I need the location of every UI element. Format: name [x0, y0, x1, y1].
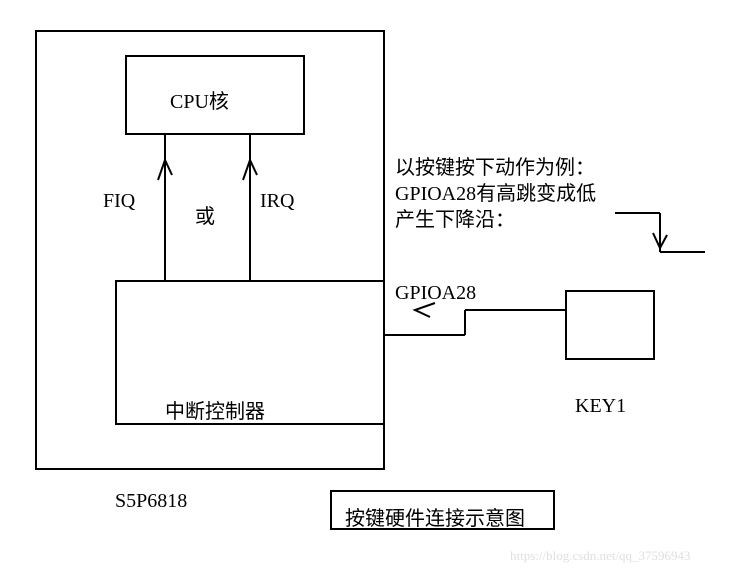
key1-label: KEY1	[575, 395, 626, 418]
key1-box	[565, 290, 655, 360]
watermark: https://blog.csdn.net/qq_37596943	[510, 548, 691, 564]
desc-label: 以按键按下动作为例： GPIOA28有高跳变成低 产生下降沿：	[395, 155, 596, 233]
or-label: 或	[195, 200, 215, 229]
irq-label: IRQ	[260, 190, 294, 213]
intc-label: 中断控制器	[165, 395, 265, 424]
soc-label: S5P6818	[115, 490, 187, 513]
caption-label: 按键硬件连接示意图	[345, 502, 525, 531]
cpu-label: CPU核	[170, 85, 229, 114]
fiq-label: FIQ	[103, 190, 135, 213]
gpio-label: GPIOA28	[395, 282, 476, 305]
